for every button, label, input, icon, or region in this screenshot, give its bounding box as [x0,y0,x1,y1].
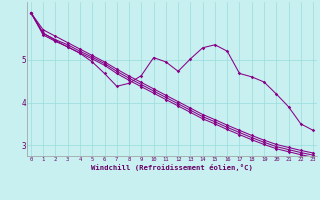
X-axis label: Windchill (Refroidissement éolien,°C): Windchill (Refroidissement éolien,°C) [91,164,253,171]
